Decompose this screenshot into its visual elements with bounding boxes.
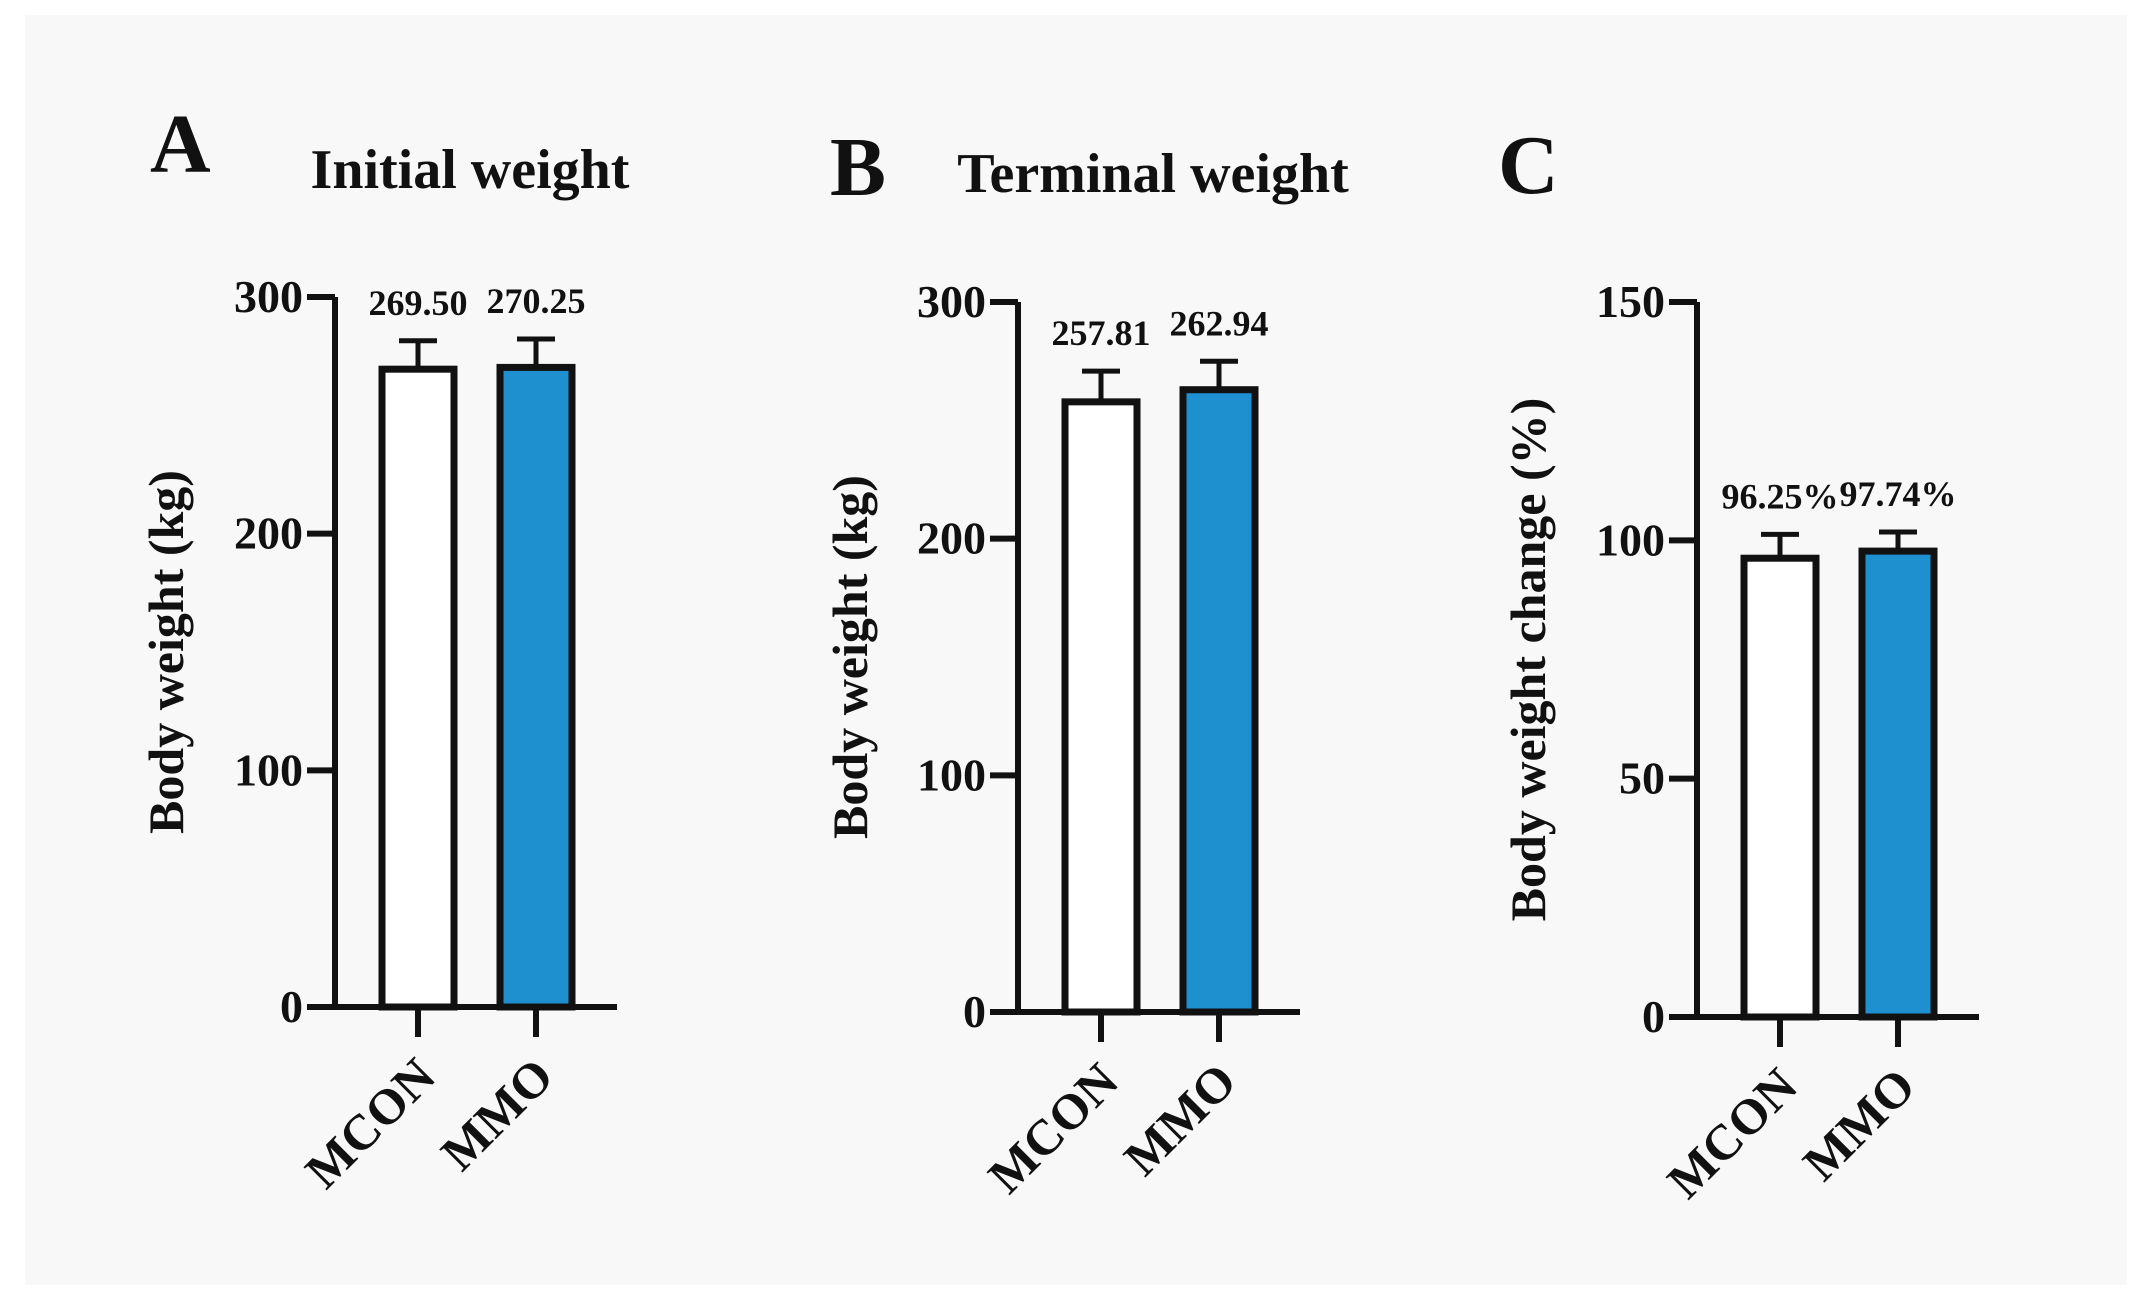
data-label: 269.50 [369, 283, 468, 323]
panel-letter: A [150, 98, 211, 191]
data-label: 257.81 [1052, 313, 1151, 353]
y-tick-label: 100 [917, 749, 986, 800]
x-tick-label: MMO [1792, 1057, 1926, 1191]
y-tick-label: 300 [917, 276, 986, 327]
y-tick-label: 100 [1596, 514, 1665, 565]
y-axis-label: Body weight (kg) [822, 475, 878, 839]
data-label: 270.25 [487, 281, 586, 321]
y-tick-label: 0 [1642, 991, 1665, 1042]
bar-mmo [1858, 547, 1938, 1021]
bar-mmo [496, 363, 576, 1011]
bar-mmo [1179, 386, 1259, 1016]
y-tick-label: 200 [234, 508, 303, 559]
y-tick-label: 300 [234, 271, 303, 322]
data-label: 96.25% [1722, 476, 1839, 516]
bar-mcon [378, 365, 458, 1011]
bar-mcon [1740, 554, 1820, 1021]
bar-mcon [1061, 398, 1141, 1016]
y-axis-label: Body weight (kg) [138, 470, 194, 834]
panel-letter: C [1498, 119, 1559, 212]
y-axis-label: Body weight change (%) [1500, 398, 1556, 922]
x-tick-label: MMO [430, 1047, 564, 1181]
y-tick-label: 100 [234, 744, 303, 795]
panel-a: A Initial weight Body weight (kg) 0 100 200 30… [138, 98, 630, 1199]
data-label: 262.94 [1170, 303, 1269, 343]
panel-c: C Body weight change (%) 0 50 100 150 96.25% MC… [1498, 119, 1979, 1209]
x-tick-label: MMO [1113, 1052, 1247, 1186]
y-tick-label: 200 [917, 513, 986, 564]
y-tick-label: 0 [280, 981, 303, 1032]
x-tick-label: MCON [977, 1052, 1129, 1204]
y-tick-label: 0 [963, 986, 986, 1037]
chart-title: Terminal weight [957, 143, 1349, 205]
panel-letter: B [830, 121, 886, 214]
y-tick-label: 150 [1596, 276, 1665, 327]
x-tick-label: MCON [1656, 1057, 1808, 1209]
chart-title: Initial weight [311, 139, 630, 201]
panel-b: B Terminal weight Body weight (kg) 0 100 200 3… [822, 121, 1349, 1204]
y-tick-label: 50 [1619, 753, 1665, 804]
x-tick-label: MCON [294, 1047, 446, 1199]
data-label: 97.74% [1840, 474, 1957, 514]
